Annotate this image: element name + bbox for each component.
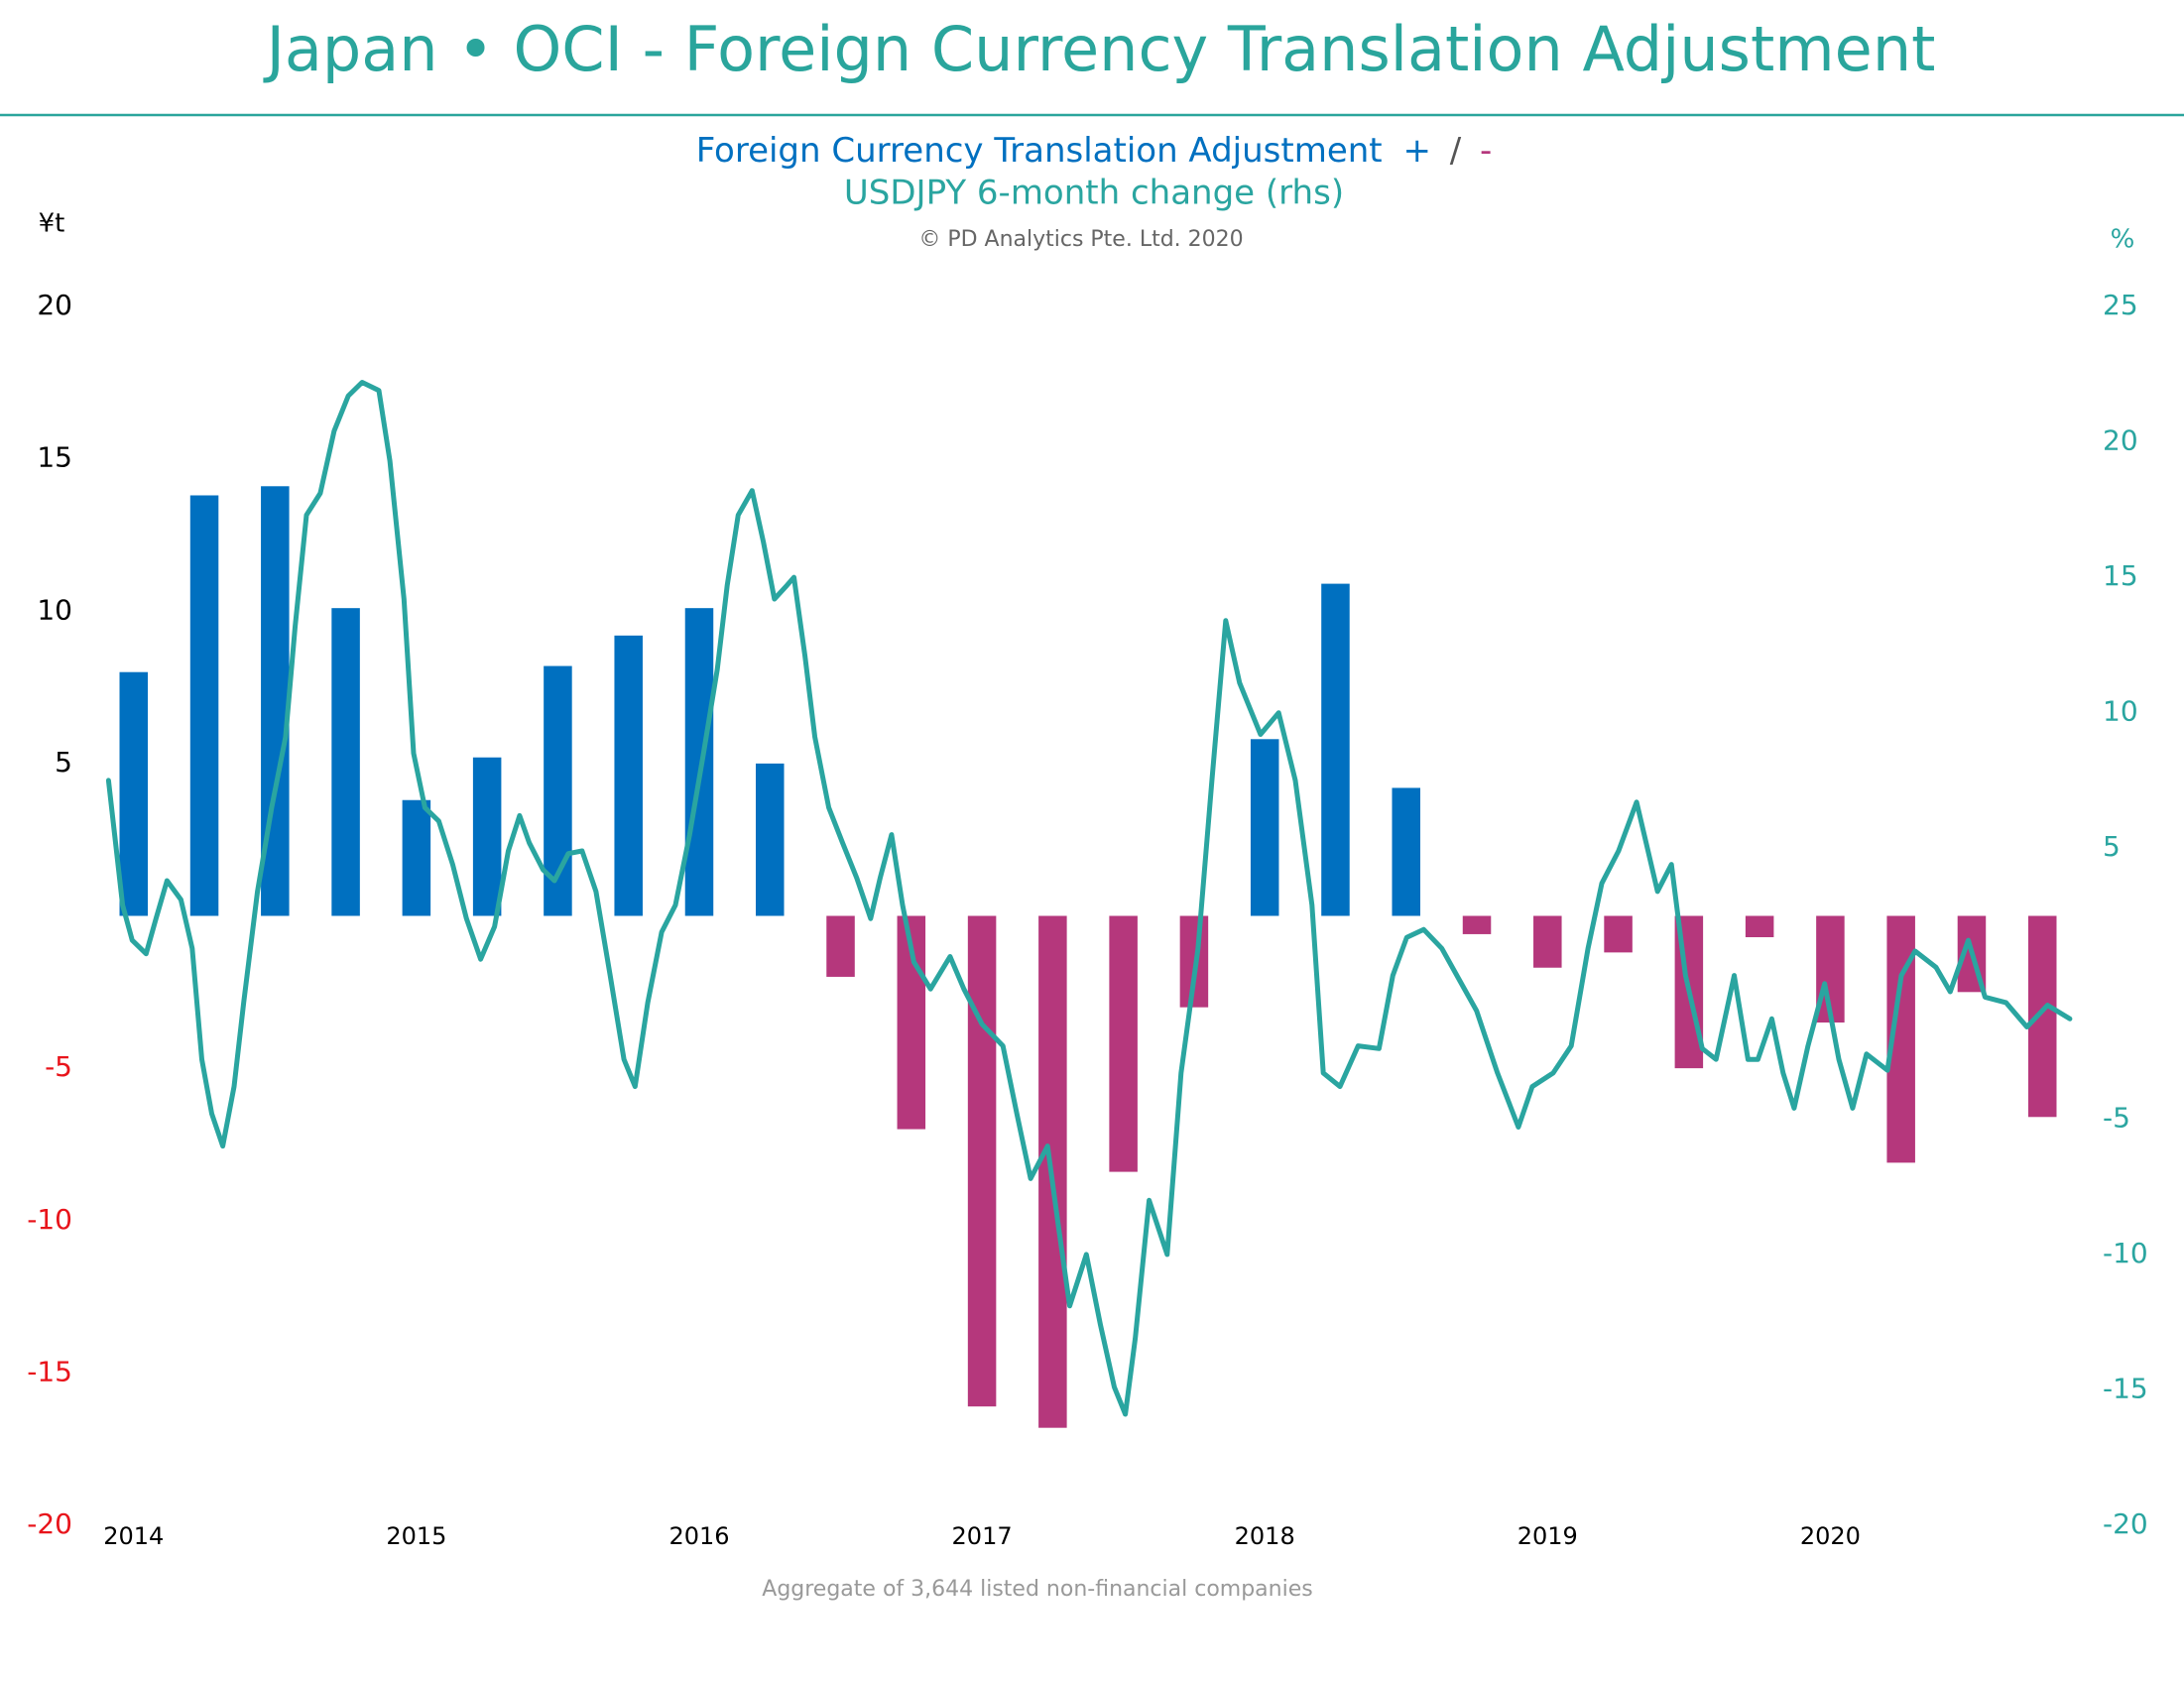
bar [967, 915, 997, 1407]
bar [119, 671, 149, 916]
y-tick-label: -20 [27, 1507, 72, 1540]
bar [756, 763, 785, 916]
y2-tick-label: 5 [2103, 830, 2121, 863]
x-tick-label: 2018 [1235, 1522, 1295, 1550]
bar [614, 635, 643, 916]
x-tick-label: 2014 [103, 1522, 164, 1550]
bar [1321, 583, 1350, 916]
y-tick-label: 10 [37, 593, 72, 626]
bar [1604, 915, 1633, 953]
bar [189, 495, 219, 916]
bar [684, 608, 714, 916]
x-tick-label: 2016 [668, 1522, 729, 1550]
y2-tick-label: 15 [2103, 559, 2138, 592]
legend-bar: Foreign Currency Translation Adjustment … [696, 131, 1493, 171]
y-axis-label: ¥t [39, 209, 65, 239]
bar [1462, 915, 1492, 934]
x-tick-label: 2019 [1517, 1522, 1578, 1550]
bar [402, 799, 431, 916]
y2-tick-label: -10 [2103, 1237, 2148, 1269]
legend-bar-name: Foreign Currency Translation Adjustment [696, 131, 1383, 171]
y2-tick-label: 20 [2103, 424, 2138, 457]
y2-tick-label: -15 [2103, 1372, 2148, 1404]
bar [1250, 739, 1279, 916]
y2-tick-label: 25 [2103, 289, 2138, 321]
bar [1392, 787, 1420, 916]
source: © PD Analytics Pte. Ltd. 2020 [918, 227, 1243, 252]
x-tick-label: 2017 [952, 1522, 1013, 1550]
bar [1533, 915, 1562, 968]
y-tick-label: -15 [27, 1355, 72, 1387]
y2-tick-label: -5 [2103, 1101, 2130, 1134]
bar [826, 915, 855, 977]
footnote: Aggregate of 3,644 listed non-financial … [762, 1577, 1312, 1602]
bar [1109, 915, 1138, 1172]
y2-tick-label: 10 [2103, 695, 2138, 728]
legend-line: USDJPY 6-month change (rhs) [844, 174, 1344, 213]
y2-tick-label: -20 [2103, 1507, 2148, 1540]
x-tick-label: 2015 [386, 1522, 446, 1550]
bar [472, 757, 502, 916]
legend-positive: + [1402, 131, 1431, 171]
y-tick-label: -5 [45, 1050, 72, 1083]
x-tick-label: 2020 [1800, 1522, 1861, 1550]
bar [331, 608, 360, 916]
bar [2027, 915, 2057, 1118]
legend-negative: - [1480, 131, 1492, 171]
y-tick-label: 20 [37, 289, 72, 321]
bar [1745, 915, 1774, 938]
y2-axis-label: % [2111, 225, 2135, 255]
y-tick-label: 5 [55, 746, 72, 779]
y-tick-label: 15 [37, 441, 72, 474]
line [105, 380, 2073, 1417]
legend-separator: / [1450, 131, 1462, 171]
chart-title: Japan • OCI - Foreign Currency Translati… [263, 13, 1936, 85]
y-tick-label: -10 [27, 1203, 72, 1236]
